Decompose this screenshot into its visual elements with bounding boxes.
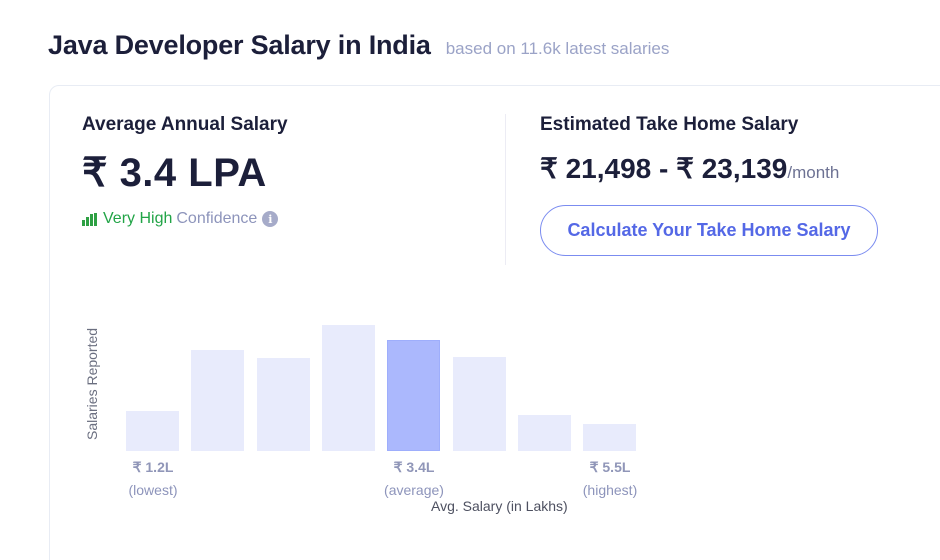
salary-card: Average Annual Salary ₹ 3.4 LPA Very Hig… [49,85,940,560]
confidence-label: Confidence [176,210,258,227]
take-home-section: Estimated Take Home Salary ₹ 21,498 - ₹ … [540,114,878,256]
chart-bar[interactable] [518,415,571,451]
column-divider [505,114,506,265]
info-icon[interactable]: i [262,211,279,227]
average-salary-section: Average Annual Salary ₹ 3.4 LPA Very Hig… [82,114,288,228]
take-home-value: ₹ 21,498 - ₹ 23,139 [540,153,788,184]
confidence-level: Very High [103,210,173,227]
signal-bars-icon [82,212,97,226]
chart-bar[interactable] [453,357,506,451]
x-tick-caption: (lowest) [128,482,178,498]
chart-bar[interactable] [322,325,375,451]
x-axis-label: Avg. Salary (in Lakhs) [431,498,568,514]
page-title: Java Developer Salary in India [48,30,431,60]
chart-bar[interactable] [257,358,310,451]
take-home-unit: /month [787,163,840,182]
x-tick: ₹ 1.2L (lowest) [113,456,193,502]
confidence-indicator: Very High Confidence i [82,210,288,228]
x-tick-caption: (highest) [582,482,638,498]
x-tick-value: ₹ 5.5L [589,459,631,475]
y-axis-label: Salaries Reported [84,327,100,440]
x-tick-value: ₹ 3.4L [393,459,435,475]
x-tick: ₹ 3.4L (average) [374,456,454,502]
chart-bar[interactable] [126,411,179,451]
take-home-value-row: ₹ 21,498 - ₹ 23,139/month [540,152,878,185]
average-salary-label: Average Annual Salary [82,114,288,135]
chart-bar[interactable] [387,340,440,451]
average-salary-value: ₹ 3.4 LPA [82,151,267,195]
x-tick-caption: (average) [384,482,444,498]
chart-bar[interactable] [191,350,244,451]
header: Java Developer Salary in India based on … [48,30,669,61]
calculate-take-home-button[interactable]: Calculate Your Take Home Salary [540,205,878,256]
chart-bar[interactable] [583,424,636,451]
page-subtitle: based on 11.6k latest salaries [445,39,670,58]
take-home-label: Estimated Take Home Salary [540,114,799,135]
x-tick-value: ₹ 1.2L [132,459,174,475]
x-tick: ₹ 5.5L (highest) [570,456,650,502]
